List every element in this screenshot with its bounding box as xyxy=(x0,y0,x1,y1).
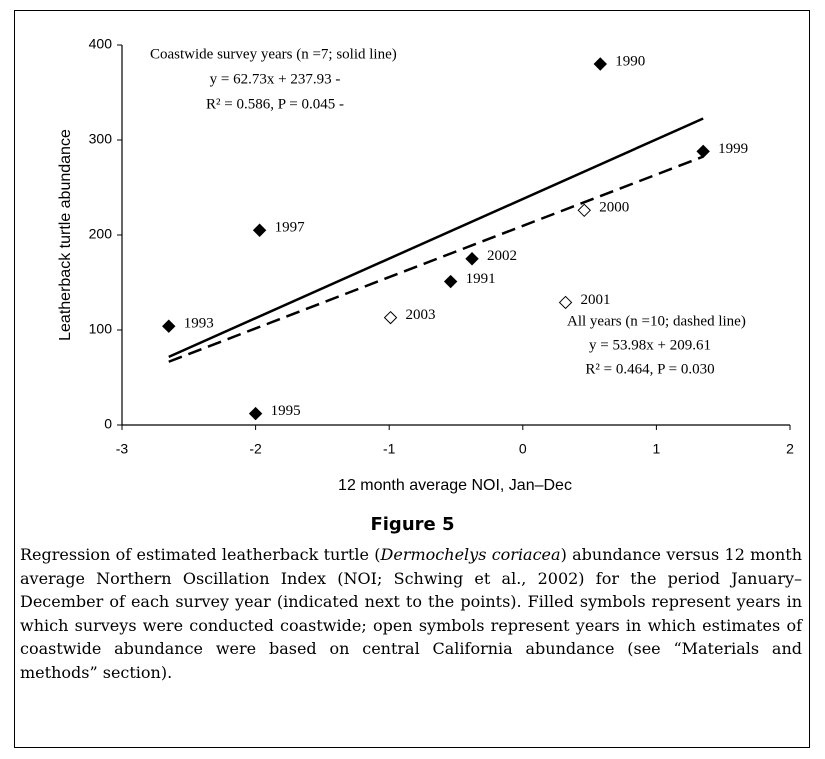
x-tick-label: 1 xyxy=(653,441,661,457)
data-point xyxy=(443,274,458,289)
caption-text: Regression of estimated leatherback turt… xyxy=(20,545,381,564)
y-tick-label: 200 xyxy=(89,226,113,242)
data-point xyxy=(558,295,573,310)
regression-line xyxy=(168,155,704,363)
data-point xyxy=(252,223,267,237)
data-point xyxy=(593,57,607,71)
chart: 12 month average NOI, Jan–Dec Leatherbac… xyxy=(57,36,794,495)
caption-species: Dermochelys coriacea xyxy=(380,545,561,564)
data-point xyxy=(577,203,591,218)
point-label: 1993 xyxy=(184,316,214,332)
point-label: 2002 xyxy=(487,248,517,264)
caption-text: ) abundance versus 12 month average Nort… xyxy=(20,545,803,682)
point-label: 1990 xyxy=(615,53,645,69)
caption: Regression of estimated leatherback turt… xyxy=(20,543,802,684)
point-label: 1991 xyxy=(466,271,496,287)
x-tick-label: 0 xyxy=(519,441,527,457)
point-label: 1999 xyxy=(718,141,748,157)
annotation: y = 53.98x + 209.61 xyxy=(589,337,711,353)
x-tick-label: -3 xyxy=(116,441,129,457)
y-tick-label: 0 xyxy=(104,416,112,432)
x-tick-label: -1 xyxy=(383,441,396,457)
point-label: 2001 xyxy=(581,292,611,308)
data-point xyxy=(248,406,263,421)
point-label: 2000 xyxy=(599,200,629,216)
y-tick-label: 300 xyxy=(89,131,113,147)
y-tick-label: 100 xyxy=(89,321,113,337)
x-tick-label: -2 xyxy=(249,441,262,457)
point-label: 2003 xyxy=(406,307,436,323)
data-point xyxy=(383,310,398,325)
data-point xyxy=(465,252,479,266)
data-point xyxy=(162,319,176,333)
regression-line xyxy=(168,117,704,359)
data-point xyxy=(696,144,710,159)
annotation: y = 62.73x + 237.93 - xyxy=(210,71,341,87)
annotation: Coastwide survey years (n =7; solid line… xyxy=(150,46,397,62)
x-tick-label: 2 xyxy=(786,441,794,457)
figure-label: Figure 5 xyxy=(370,514,455,535)
figure-frame xyxy=(14,10,810,748)
point-label: 1997 xyxy=(275,220,306,236)
annotation: R² = 0.464, P = 0.030 xyxy=(585,361,714,377)
annotation: All years (n =10; dashed line) xyxy=(567,313,746,329)
y-tick-label: 400 xyxy=(89,36,113,52)
point-label: 1995 xyxy=(271,403,301,419)
x-axis-title: 12 month average NOI, Jan–Dec xyxy=(338,477,572,494)
y-axis-title: Leatherback turtle abundance xyxy=(57,129,74,341)
annotation: R² = 0.586, P = 0.045 - xyxy=(206,96,344,112)
